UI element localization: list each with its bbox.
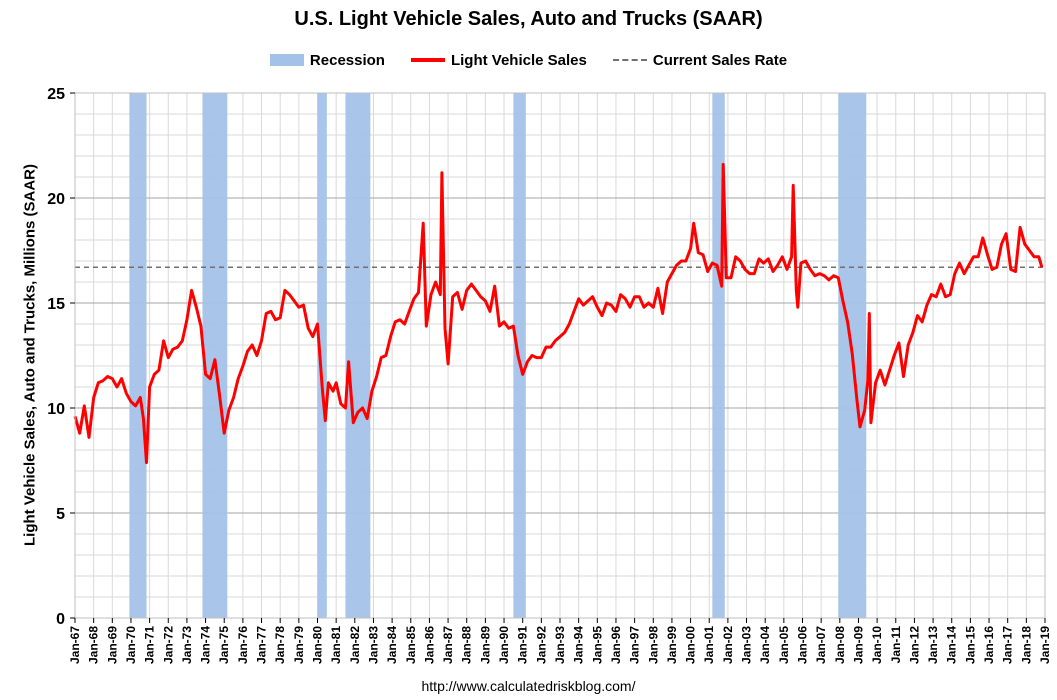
x-tick-label: Jan-09 <box>851 626 865 664</box>
x-tick-label: Jan-08 <box>833 626 847 664</box>
recession-band-4 <box>345 93 371 618</box>
x-tick-label: Jan-18 <box>1019 626 1033 664</box>
y-tick-label: 5 <box>56 506 65 523</box>
x-tick-label: Jan-03 <box>740 626 754 664</box>
x-tick-label: Jan-74 <box>199 626 213 664</box>
legend-item-current-rate: Current Sales Rate <box>612 51 788 69</box>
legend-swatch-sales <box>410 58 445 62</box>
series-line-light-vehicle-sales <box>73 162 1044 465</box>
chart-legend: Recession Light Vehicle Sales Current Sa… <box>0 50 1057 70</box>
x-tick-label: Jan-76 <box>236 626 250 664</box>
x-tick-label: Jan-19 <box>1038 626 1052 664</box>
x-tick-label: Jan-68 <box>87 626 101 664</box>
chart-title: U.S. Light Vehicle Sales, Auto and Truck… <box>294 8 763 30</box>
x-tick-label: Jan-80 <box>311 626 325 664</box>
recession-band-3 <box>317 93 327 618</box>
x-tick-label: Jan-91 <box>516 626 530 664</box>
legend-item-recession: Recession <box>269 51 385 69</box>
x-tick-label: Jan-70 <box>124 626 138 664</box>
y-tick-label: 20 <box>47 191 65 208</box>
x-tick-label: Jan-79 <box>292 626 306 664</box>
x-tick-label: Jan-72 <box>161 626 175 664</box>
x-tick-label: Jan-69 <box>105 626 119 664</box>
x-tick-label: Jan-02 <box>721 626 735 664</box>
x-tick-label: Jan-88 <box>460 626 474 664</box>
recession-band-5 <box>513 93 526 618</box>
x-tick-label: Jan-00 <box>684 626 698 664</box>
recession-band-1 <box>129 93 147 618</box>
x-tick-label: Jan-99 <box>665 626 679 664</box>
legend-label-current-rate: Current Sales Rate <box>652 51 788 69</box>
x-tick-label: Jan-81 <box>329 626 343 664</box>
recession-band-2 <box>202 93 228 618</box>
x-tick-label: Jan-10 <box>870 626 884 664</box>
x-tick-label: Jan-85 <box>404 626 418 664</box>
x-tick-label: Jan-89 <box>478 626 492 664</box>
x-tick-label: Jan-77 <box>255 626 269 664</box>
x-tick-label: Jan-12 <box>907 626 921 664</box>
x-tick-label: Jan-78 <box>273 626 287 664</box>
x-tick-label: Jan-82 <box>348 626 362 664</box>
x-tick-label: Jan-15 <box>963 626 977 664</box>
x-tick-label: Jan-16 <box>982 626 996 664</box>
x-tick-label: Jan-90 <box>497 626 511 664</box>
x-tick-label: Jan-97 <box>628 626 642 664</box>
y-tick-label: 10 <box>47 401 65 418</box>
x-tick-label: Jan-98 <box>646 626 660 664</box>
legend-swatch-current-rate <box>612 59 647 61</box>
x-tick-label: Jan-14 <box>945 626 959 664</box>
x-tick-label: Jan-92 <box>534 626 548 664</box>
x-tick-label: Jan-84 <box>385 626 399 664</box>
x-tick-label: Jan-01 <box>702 626 716 664</box>
x-tick-label: Jan-95 <box>590 626 604 664</box>
x-tick-label: Jan-96 <box>609 626 623 664</box>
y-tick-label: 0 <box>56 611 65 628</box>
x-tick-label: Jan-93 <box>553 626 567 664</box>
legend-label-sales: Light Vehicle Sales <box>450 51 587 69</box>
x-tick-label: Jan-87 <box>441 626 455 664</box>
y-tick-label: 25 <box>47 86 65 103</box>
x-tick-label: Jan-94 <box>572 626 586 664</box>
x-tick-label: Jan-11 <box>889 626 903 664</box>
x-tick-label: Jan-67 <box>68 626 82 664</box>
x-tick-label: Jan-75 <box>217 626 231 664</box>
legend-item-sales: Light Vehicle Sales <box>410 51 587 69</box>
x-tick-label: Jan-05 <box>777 626 791 664</box>
legend-swatch-recession <box>269 54 304 66</box>
x-tick-label: Jan-13 <box>926 626 940 664</box>
x-tick-label: Jan-07 <box>814 626 828 664</box>
x-tick-label: Jan-73 <box>180 626 194 664</box>
x-tick-label: Jan-86 <box>422 626 436 664</box>
x-tick-label: Jan-17 <box>1001 626 1015 664</box>
x-tick-label: Jan-83 <box>366 626 380 664</box>
x-tick-label: Jan-06 <box>796 626 810 664</box>
x-tick-label: Jan-04 <box>758 626 772 664</box>
x-tick-label: Jan-71 <box>143 626 157 664</box>
legend-label-recession: Recession <box>309 51 385 69</box>
source-url: http://www.calculatedriskblog.com/ <box>421 678 636 694</box>
y-tick-label: 15 <box>47 296 65 313</box>
